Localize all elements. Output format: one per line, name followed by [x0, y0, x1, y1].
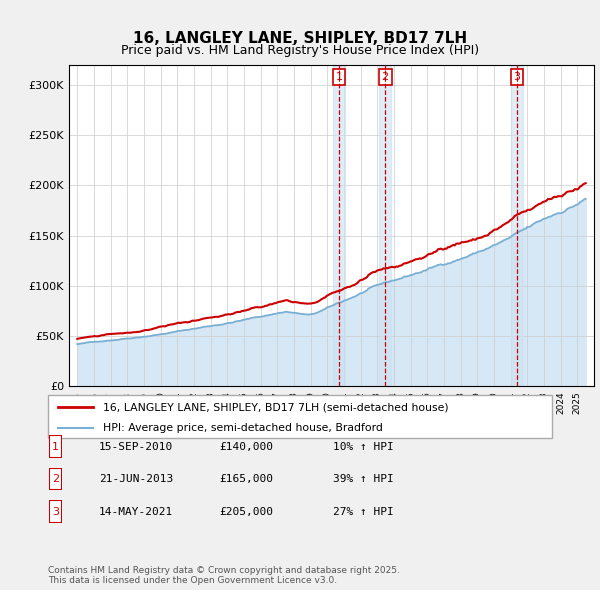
FancyBboxPatch shape [48, 395, 552, 438]
Text: £205,000: £205,000 [219, 507, 273, 516]
Text: 1: 1 [52, 442, 59, 451]
Text: 16, LANGLEY LANE, SHIPLEY, BD17 7LH: 16, LANGLEY LANE, SHIPLEY, BD17 7LH [133, 31, 467, 46]
Text: 21-JUN-2013: 21-JUN-2013 [99, 474, 173, 484]
Text: 3: 3 [514, 72, 520, 82]
Text: 39% ↑ HPI: 39% ↑ HPI [333, 474, 394, 484]
Text: Price paid vs. HM Land Registry's House Price Index (HPI): Price paid vs. HM Land Registry's House … [121, 44, 479, 57]
FancyBboxPatch shape [49, 468, 62, 490]
Text: 1: 1 [335, 72, 343, 82]
FancyBboxPatch shape [49, 435, 62, 458]
Text: 15-SEP-2010: 15-SEP-2010 [99, 442, 173, 451]
Text: 2: 2 [382, 72, 389, 82]
Text: 27% ↑ HPI: 27% ↑ HPI [333, 507, 394, 516]
Text: 2: 2 [52, 474, 59, 484]
Bar [333, 65, 346, 386]
Text: 16, LANGLEY LANE, SHIPLEY, BD17 7LH (semi-detached house): 16, LANGLEY LANE, SHIPLEY, BD17 7LH (sem… [103, 402, 449, 412]
Text: £140,000: £140,000 [219, 442, 273, 451]
Bar [511, 65, 523, 386]
Text: Contains HM Land Registry data © Crown copyright and database right 2025.
This d: Contains HM Land Registry data © Crown c… [48, 566, 400, 585]
Text: 3: 3 [52, 507, 59, 516]
FancyBboxPatch shape [49, 500, 62, 523]
Text: £165,000: £165,000 [219, 474, 273, 484]
Text: 10% ↑ HPI: 10% ↑ HPI [333, 442, 394, 451]
Bar [379, 65, 391, 386]
Text: HPI: Average price, semi-detached house, Bradford: HPI: Average price, semi-detached house,… [103, 422, 383, 432]
Text: 14-MAY-2021: 14-MAY-2021 [99, 507, 173, 516]
